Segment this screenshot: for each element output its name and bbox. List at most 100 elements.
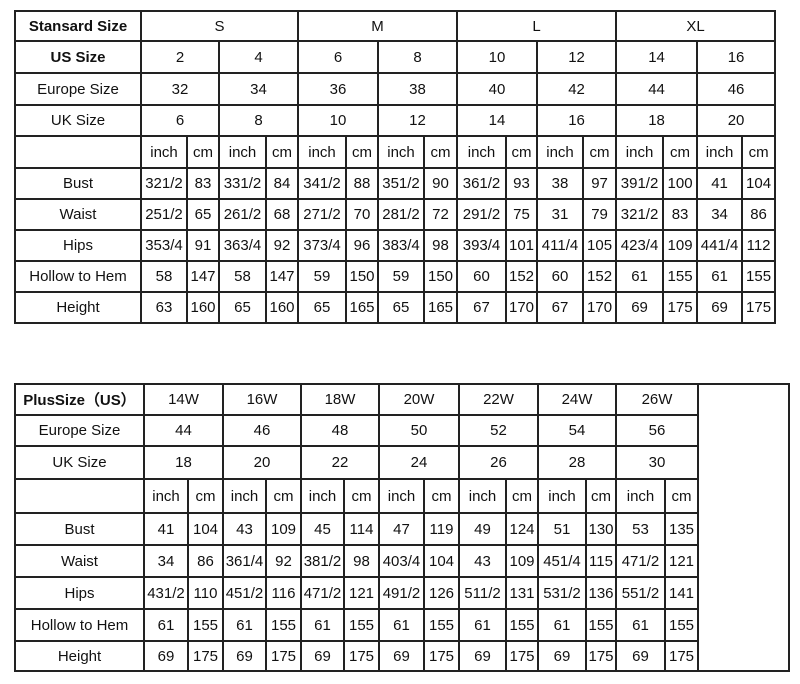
measure-value: 124 [505,512,539,546]
measure-value: 441/4 [696,229,744,262]
measure-value: 116 [265,576,302,610]
unit-inch: inch [300,478,345,514]
measure-value: 261/2 [218,198,267,231]
measure-value: 93 [505,167,539,200]
row-label: UK Size [14,445,145,480]
measure-value: 155 [505,608,539,642]
measure-value: 141 [664,576,699,610]
measure-value: 381/2 [300,544,345,578]
unit-inch: inch [458,478,507,514]
measure-value: 175 [265,640,302,672]
unit-inch: inch [696,135,744,169]
measure-value: 65 [218,291,267,324]
measure-label: Bust [14,167,142,200]
table-row: UK Size 18 20 22 24 26 28 30 [14,445,789,480]
standard-size-table: Stansard Size S M L XL US Size 2 4 6 8 10 12 14 16 Eur… [14,10,777,324]
measure-value: 49 [458,512,507,546]
measure-value: 175 [343,640,380,672]
measure-value: 135 [664,512,699,546]
measure-value: 69 [378,640,425,672]
measure-value: 341/2 [297,167,348,200]
measure-value: 147 [186,260,220,293]
measure-label: Waist [14,198,142,231]
measure-value: 41 [143,512,189,546]
table-row: Hips 353/4 91 363/4 92 373/4 96 383/4 98 393/4 101… [14,229,777,262]
measure-label: Height [14,291,142,324]
measure-value: 531/2 [537,576,587,610]
measure-value: 175 [505,640,539,672]
measure-value: 86 [187,544,224,578]
table-row: Hollow to Hem 58 147 58 147 59 150 59 150 60 152 60… [14,260,777,293]
measure-value: 61 [378,608,425,642]
measure-label: Hips [14,576,145,610]
size-cell: 14 [456,104,539,137]
measure-value: 155 [343,608,380,642]
table-row: Bust 41 104 43 109 45 114 47 119 49 124 51 130 53 135 [14,512,789,546]
measure-value: 114 [343,512,380,546]
measure-value: 45 [300,512,345,546]
size-cell: 54 [537,414,617,447]
measure-value: 60 [456,260,508,293]
measure-value: 175 [585,640,617,672]
table-row: Hollow to Hem 61 155 61 155 61 155 61 155 61 155 61… [14,608,789,642]
table-row: Stansard Size S M L XL [14,10,777,42]
measure-value: 61 [615,260,665,293]
measure-value: 155 [265,608,302,642]
size-cell: 48 [300,414,380,447]
empty-cell [14,135,142,169]
size-header: 14W [143,383,224,416]
size-cell: 10 [456,40,539,74]
measure-value: 104 [187,512,224,546]
measure-value: 63 [140,291,188,324]
measure-value: 112 [741,229,777,262]
measure-value: 170 [505,291,539,324]
table-row: inch cm inch cm inch cm inch cm inch cm inch cm inch… [14,478,789,514]
size-group-header: S [139,10,300,42]
table-row: inch cm inch cm inch cm inch cm inch cm inch cm inch… [14,135,777,169]
measure-value: 91 [186,229,220,262]
measure-value: 351/2 [377,167,426,200]
measure-value: 69 [222,640,267,672]
measure-value: 69 [615,640,666,672]
measure-value: 41 [696,167,744,200]
measure-value: 98 [423,229,459,262]
measure-value: 155 [664,608,699,642]
unit-cm: cm [505,135,539,169]
unit-cm: cm [345,135,380,169]
table-title: PlusSize（US） [14,383,145,416]
measure-value: 383/4 [377,229,426,262]
measure-value: 100 [662,167,699,200]
size-cell: 24 [378,445,460,480]
size-header: 18W [300,383,380,416]
size-header: 22W [458,383,539,416]
measure-value: 92 [265,544,302,578]
measure-value: 43 [222,512,267,546]
measure-value: 69 [537,640,587,672]
measure-value: 175 [423,640,460,672]
size-cell: 6 [140,104,220,137]
size-cell: 26 [458,445,539,480]
measure-value: 70 [345,198,380,231]
size-cell: 8 [377,40,459,74]
measure-value: 67 [456,291,508,324]
measure-value: 61 [458,608,507,642]
table-row: Hips 431/2 110 451/2 116 471/2 121 491/2 126 511/… [14,576,789,610]
measure-value: 68 [264,198,300,231]
size-cell: 44 [615,72,699,106]
measure-value: 403/4 [378,544,425,578]
measure-value: 155 [423,608,460,642]
measure-value: 126 [423,576,460,610]
measure-value: 105 [582,229,618,262]
measure-value: 61 [222,608,267,642]
measure-value: 152 [505,260,539,293]
measure-value: 131 [505,576,539,610]
measure-value: 130 [585,512,617,546]
row-label: US Size [14,40,142,74]
plus-size-table: PlusSize（US） 14W 16W 18W 20W 22W 24W 26W Europe … [14,383,790,672]
measure-value: 361/4 [222,544,267,578]
measure-value: 391/2 [615,167,665,200]
measure-value: 361/2 [456,167,508,200]
measure-label: Hollow to Hem [14,608,145,642]
measure-value: 471/2 [300,576,345,610]
measure-value: 43 [458,544,507,578]
